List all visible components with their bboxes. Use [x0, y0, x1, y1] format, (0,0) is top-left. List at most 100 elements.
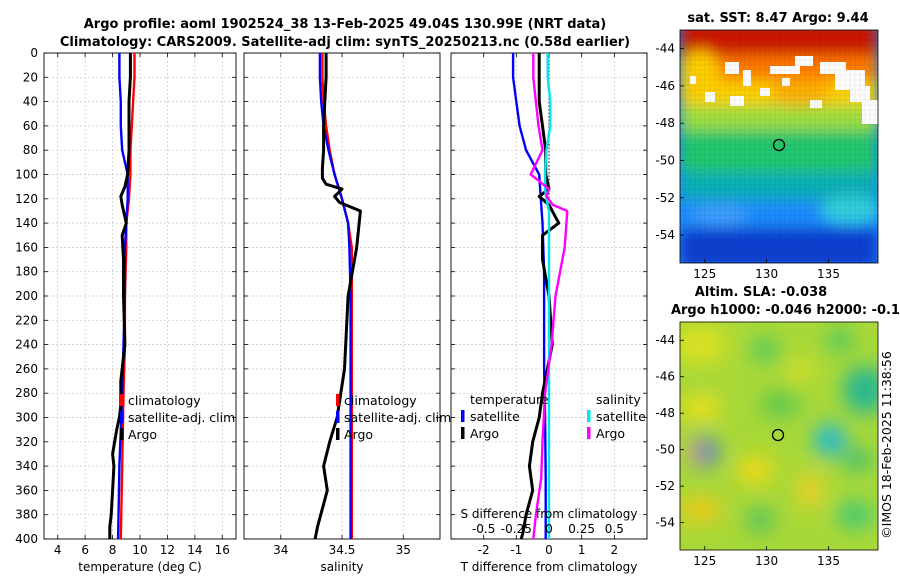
top-tick-label: -0.25 [501, 522, 532, 536]
legend-swatch-1 [120, 411, 124, 423]
x-tick-label: 10 [132, 543, 147, 557]
x-tick-label: 2 [611, 543, 619, 557]
series-line-1 [519, 53, 561, 540]
sst-map: 125 130 135 -44 -46 -48 -50 -52 -54 [655, 29, 879, 281]
sla-map: 125 130 135 -44 -46 -48 -50 -52 -54 [655, 321, 879, 568]
legend-label: satellite-adj. clim [128, 410, 235, 425]
y-tick-label: 380 [15, 508, 38, 522]
legend-label: climatology [344, 393, 417, 408]
sst-argo-marker [772, 138, 786, 152]
title-line-1: Argo profile: aoml 1902524_38 13-Feb-202… [84, 17, 606, 32]
map-y-tick-label: -48 [655, 116, 675, 130]
sst-map-title: sat. SST: 8.47 Argo: 9.44 [687, 11, 868, 26]
map-x-tick-label: 125 [693, 267, 716, 281]
salinity-panel: 34 34.5 35 salinity climatology satellite-adj… [243, 52, 451, 574]
series-line-1 [116, 53, 129, 540]
legend-swatch-s-1 [587, 427, 591, 439]
legend-swatch-0 [336, 394, 340, 406]
x-tick-label: 4 [54, 543, 62, 557]
map-x-tick-label: 135 [817, 554, 840, 568]
y-tick-label: 60 [23, 119, 38, 133]
map-y-tick-label: -48 [655, 406, 675, 420]
x-tick-label: 14 [187, 543, 202, 557]
y-tick-label: 140 [15, 216, 38, 230]
legend-label-s: satellite [596, 409, 646, 424]
title-line-2: Climatology: CARS2009. Satellite-adj cli… [60, 35, 630, 50]
top-tick-label: 0.25 [568, 522, 595, 536]
x-axis-label: salinity [320, 560, 363, 574]
legend-label: climatology [128, 393, 201, 408]
map-x-tick-label: 130 [755, 267, 778, 281]
y-tick-label: 0 [30, 46, 38, 60]
map-x-tick-label: 130 [755, 554, 778, 568]
map-y-tick-label: -46 [655, 370, 675, 384]
difference-panel: -2 -1 0 1 2 T difference from climatology temp… [450, 52, 648, 574]
y-tick-label: 360 [15, 483, 38, 497]
legend-label: Argo [128, 427, 157, 442]
credit-text: ©IMOS 18-Feb-2025 11:38:56 [879, 351, 894, 539]
y-tick-label: 80 [23, 143, 38, 157]
temperature-panel: 4 6 8 10 12 14 1602040608010012014016018020022… [15, 46, 237, 574]
legend-swatch-t-0 [461, 410, 465, 422]
legend-swatch-t-1 [461, 427, 465, 439]
legend-label-t: satellite [470, 409, 520, 424]
x-tick-label: -2 [478, 543, 490, 557]
y-tick-label: 120 [15, 192, 38, 206]
series-line-2 [108, 53, 132, 539]
legend-label-t: Argo [470, 426, 499, 441]
sla-map-title-1: Altim. SLA: -0.038 [695, 285, 827, 300]
top-tick-label: 0.5 [605, 522, 624, 536]
map-y-tick-label: -44 [655, 333, 675, 347]
x-tick-label: 34.5 [329, 543, 356, 557]
y-tick-label: 100 [15, 168, 38, 182]
x-tick-label: 0 [545, 543, 553, 557]
legend-header-salinity: salinity [596, 392, 641, 407]
x-tick-label: 8 [109, 543, 117, 557]
series-line-2 [543, 53, 552, 539]
y-tick-label: 300 [15, 411, 38, 425]
legend-swatch-0 [120, 394, 124, 406]
legend-label: Argo [344, 427, 373, 442]
legend-label: satellite-adj. clim [344, 410, 451, 425]
y-tick-label: 260 [15, 362, 38, 376]
legend-swatch-1 [336, 411, 340, 423]
legend-label-s: Argo [596, 426, 625, 441]
x-tick-label: 12 [160, 543, 175, 557]
y-tick-label: 340 [15, 459, 38, 473]
sla-map-title-2: Argo h1000: -0.046 h2000: -0.12 [671, 303, 900, 318]
y-tick-label: 220 [15, 313, 38, 327]
y-tick-label: 400 [15, 532, 38, 546]
map-y-tick-label: -46 [655, 79, 675, 93]
top-tick-label: -0.5 [472, 522, 495, 536]
y-tick-label: 180 [15, 265, 38, 279]
sla-argo-marker [771, 428, 785, 442]
series-line-2 [313, 53, 362, 540]
top-axis-label: S difference from climatology [461, 507, 638, 521]
x-axis-label: temperature (deg C) [78, 560, 201, 574]
y-tick-label: 200 [15, 289, 38, 303]
x-tick-label: 34 [273, 543, 288, 557]
map-y-tick-label: -50 [655, 153, 675, 167]
series-line-1 [318, 53, 352, 539]
top-tick-label: 0 [545, 522, 553, 536]
legend-swatch-s-0 [587, 410, 591, 422]
map-x-tick-label: 125 [693, 554, 716, 568]
map-y-tick-label: -52 [655, 479, 675, 493]
legend-swatch-2 [336, 428, 340, 440]
y-tick-label: 160 [15, 240, 38, 254]
y-tick-label: 240 [15, 338, 38, 352]
map-y-tick-label: -50 [655, 443, 675, 457]
x-tick-label: -1 [510, 543, 522, 557]
map-y-tick-label: -54 [655, 516, 675, 530]
map-y-tick-label: -54 [655, 228, 675, 242]
map-y-tick-label: -52 [655, 191, 675, 205]
y-tick-label: 320 [15, 435, 38, 449]
x-tick-label: 6 [81, 543, 89, 557]
series-line-3 [529, 53, 569, 540]
y-tick-label: 40 [23, 95, 38, 109]
x-tick-label: 35 [396, 543, 411, 557]
x-tick-label: 1 [578, 543, 586, 557]
x-tick-label: 16 [215, 543, 230, 557]
legend-header-temperature: temperature [470, 392, 549, 407]
